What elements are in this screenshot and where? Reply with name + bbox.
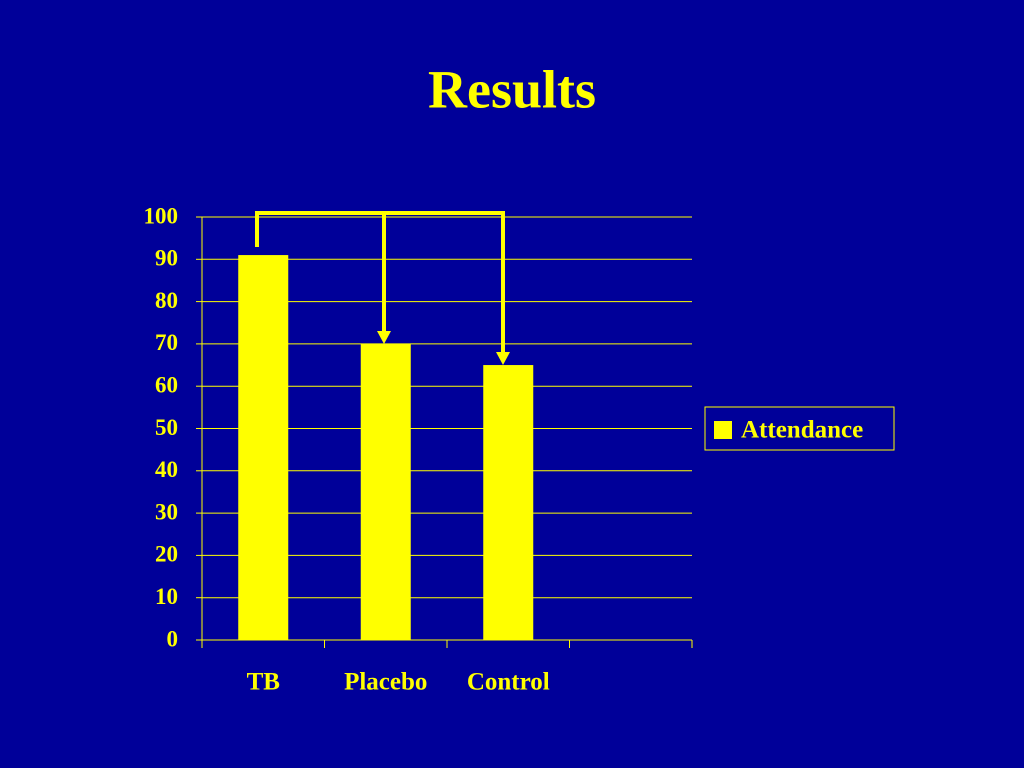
plot: 0 10 20 30 40 50 60 70 80 90 100 TB Placebo Control At… bbox=[144, 203, 895, 696]
legend-box bbox=[704, 406, 895, 451]
bar bbox=[360, 343, 411, 640]
arrow-line bbox=[255, 211, 505, 356]
y-tick-label: 100 bbox=[144, 203, 179, 228]
y-tick-label: 10 bbox=[155, 584, 178, 609]
y-tick-label: 20 bbox=[155, 542, 178, 567]
comparison-arrows bbox=[255, 211, 505, 356]
y-tick-label: 90 bbox=[155, 246, 178, 271]
arrowhead bbox=[377, 331, 391, 344]
y-tick-label: 30 bbox=[155, 499, 178, 524]
legend-swatch bbox=[714, 421, 732, 439]
y-tick-label: 40 bbox=[155, 457, 178, 482]
chart-title: Results bbox=[428, 59, 596, 119]
y-tick-label: 70 bbox=[155, 330, 178, 355]
x-tick-label: TB bbox=[247, 669, 280, 696]
x-tick-label: Control bbox=[467, 669, 550, 696]
y-tick-label: 60 bbox=[155, 372, 178, 397]
bar bbox=[483, 365, 534, 640]
legend-label: Attendance bbox=[741, 417, 863, 444]
bar bbox=[238, 255, 289, 640]
arrowhead bbox=[496, 352, 510, 365]
y-tick-label: 50 bbox=[155, 415, 178, 440]
y-tick-label: 0 bbox=[167, 626, 179, 651]
x-tick-label: Placebo bbox=[344, 669, 427, 696]
y-tick-label: 80 bbox=[155, 288, 178, 313]
